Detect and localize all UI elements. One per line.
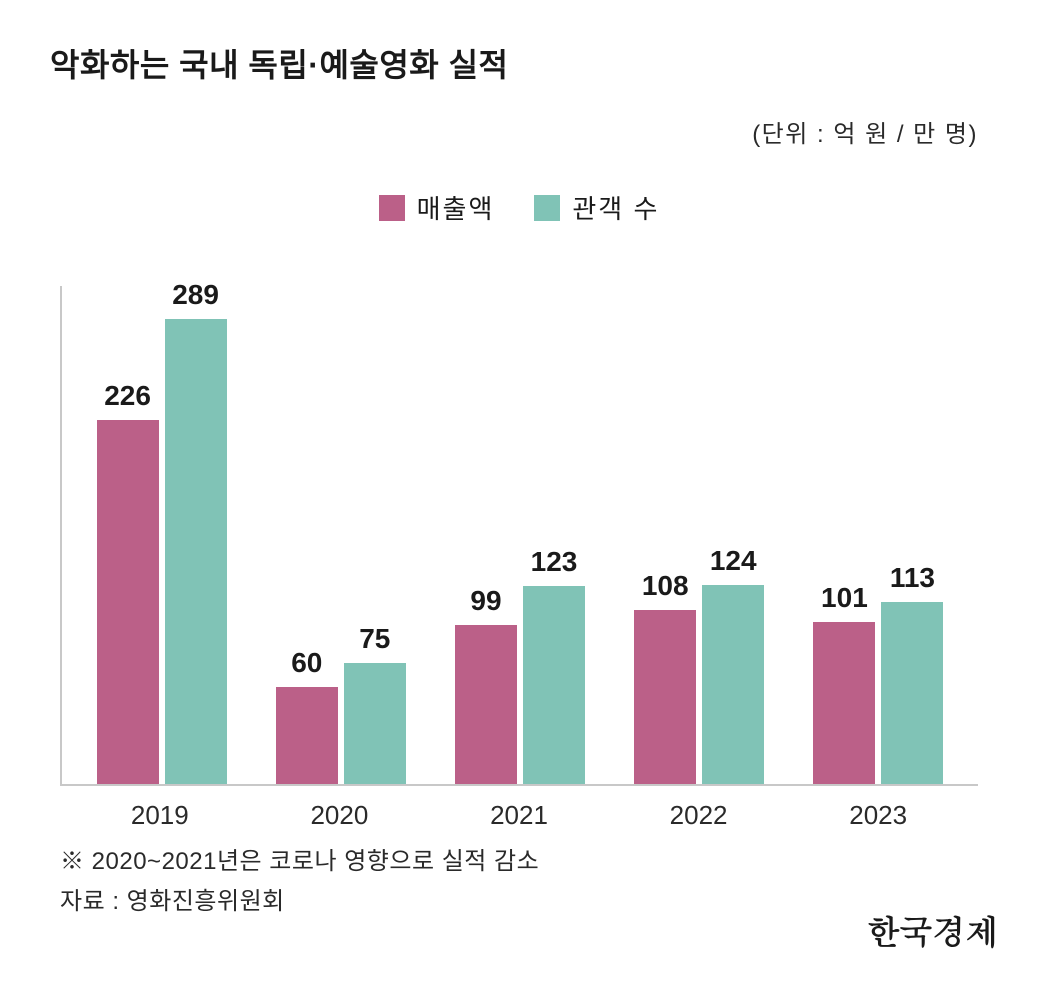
bar-series2: 124 — [702, 585, 764, 785]
bar-series1: 99 — [455, 625, 517, 784]
bar-value-label: 60 — [291, 647, 322, 679]
bar-chart: 226289607599123108124101113 — [60, 286, 978, 786]
unit-label: (단위 : 억 원 / 만 명) — [40, 114, 998, 149]
bar-series1: 60 — [276, 687, 338, 784]
bar-series1: 101 — [813, 622, 875, 785]
bar-series2: 123 — [523, 586, 585, 784]
legend-item-series2: 관객 수 — [534, 189, 659, 226]
bar-value-label: 226 — [104, 380, 151, 412]
legend: 매출액 관객 수 — [40, 189, 998, 226]
footnote: ※ 2020~2021년은 코로나 영향으로 실적 감소 — [40, 843, 998, 881]
bar-value-label: 113 — [890, 562, 935, 594]
x-tick-label: 2019 — [70, 800, 250, 831]
legend-label-series1: 매출액 — [417, 189, 495, 226]
bar-value-label: 108 — [642, 570, 689, 602]
legend-label-series2: 관객 수 — [572, 189, 659, 226]
x-tick-label: 2022 — [609, 800, 789, 831]
x-tick-label: 2020 — [250, 800, 430, 831]
bar-group: 108124 — [610, 585, 789, 785]
chart-title: 악화하는 국내 독립·예술영화 실적 — [40, 40, 998, 86]
bar-value-label: 101 — [821, 582, 868, 614]
legend-swatch-series1 — [379, 195, 405, 221]
bar-value-label: 99 — [470, 585, 501, 617]
bar-value-label: 124 — [710, 545, 757, 577]
bar-value-label: 289 — [172, 279, 219, 311]
legend-swatch-series2 — [534, 195, 560, 221]
bar-group: 99123 — [430, 586, 609, 784]
bar-series1: 108 — [634, 610, 696, 784]
bar-series2: 289 — [165, 319, 227, 784]
publisher-logo: 한국경제 — [866, 905, 998, 954]
bar-value-label: 75 — [359, 623, 390, 655]
bar-group: 101113 — [789, 602, 968, 784]
x-tick-label: 2021 — [429, 800, 609, 831]
bar-group: 6075 — [251, 663, 430, 784]
bar-series1: 226 — [97, 420, 159, 784]
bar-series2: 113 — [881, 602, 943, 784]
source-label: 자료 : 영화진흥위원회 — [40, 881, 998, 916]
x-tick-label: 2023 — [788, 800, 968, 831]
bar-series2: 75 — [344, 663, 406, 784]
legend-item-series1: 매출액 — [379, 189, 495, 226]
bar-value-label: 123 — [531, 546, 578, 578]
bar-group: 226289 — [72, 319, 251, 784]
x-axis: 20192020202120222023 — [60, 800, 978, 831]
